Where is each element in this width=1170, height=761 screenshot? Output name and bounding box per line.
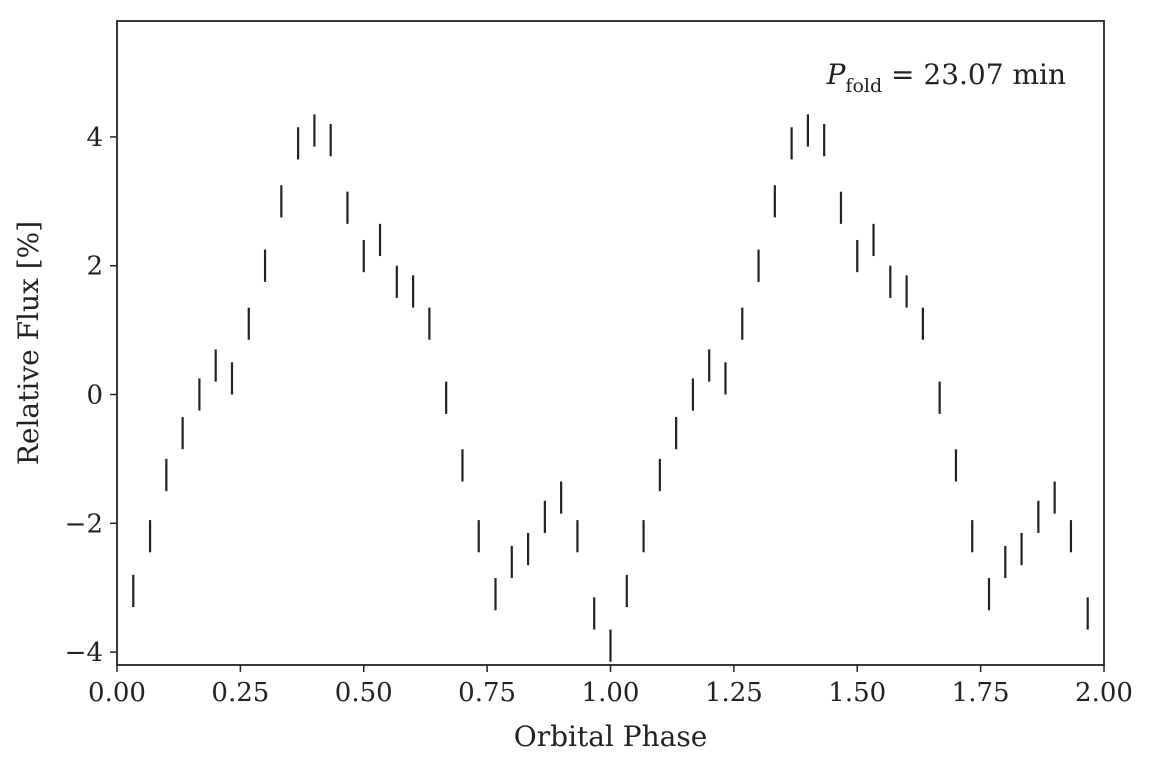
y-tick-label: −4 — [65, 638, 103, 668]
y-axis-label: Relative Flux [%] — [12, 221, 45, 465]
x-axis: 0.00 0.25 0.50 0.75 1.00 1.25 1.50 1.75 2.00 — [88, 665, 1133, 708]
annotation-value: = 23.07 min — [882, 58, 1066, 91]
x-tick-label: 0.75 — [458, 678, 516, 708]
x-axis-label: Orbital Phase — [514, 720, 708, 753]
period-annotation: Pfold = 23.07 min — [826, 58, 1066, 97]
annotation-symbol: P — [826, 58, 847, 91]
annotation-subscript: fold — [845, 75, 882, 97]
x-tick-label: 0.00 — [88, 678, 146, 708]
x-tick-label: 1.00 — [582, 678, 640, 708]
y-axis: −4 −2 0 2 4 — [65, 123, 117, 668]
x-tick-label: 1.25 — [705, 678, 763, 708]
y-tick-label: 4 — [86, 123, 103, 153]
x-tick-label: 0.25 — [211, 678, 269, 708]
x-tick-label: 2.00 — [1075, 678, 1133, 708]
plot-area: 0.00 0.25 0.50 0.75 1.00 1.25 1.50 1.75 2.00 −4−… — [65, 20, 1133, 708]
y-tick-label: 2 — [86, 252, 103, 282]
y-tick-label: 0 — [86, 381, 103, 411]
x-tick-label: 0.50 — [335, 678, 393, 708]
x-tick-label: 1.50 — [828, 678, 886, 708]
y-tick-label: −2 — [65, 509, 103, 539]
data-series — [132, 114, 1089, 662]
plot-frame — [116, 20, 1105, 666]
x-tick-label: 1.75 — [952, 678, 1010, 708]
